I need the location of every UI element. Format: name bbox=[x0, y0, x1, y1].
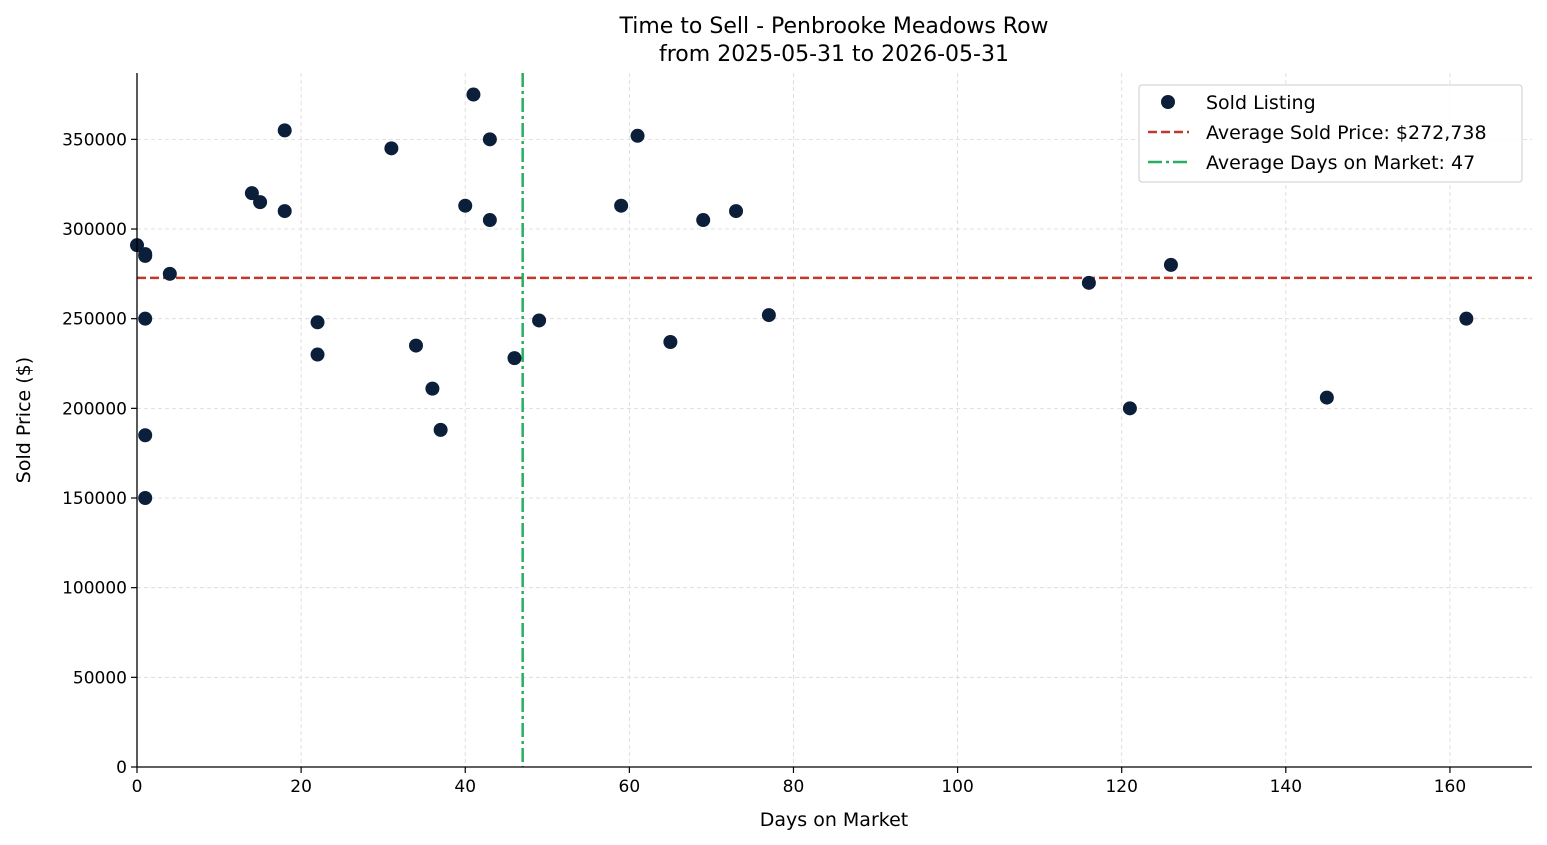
x-tick-label: 100 bbox=[941, 777, 973, 797]
data-point bbox=[663, 334, 678, 349]
chart-title: Time to Sell - Penbrooke Meadows Row bbox=[618, 14, 1048, 39]
data-point bbox=[162, 266, 177, 281]
x-tick-label: 160 bbox=[1434, 777, 1466, 797]
data-point bbox=[729, 204, 744, 219]
axes bbox=[136, 73, 1532, 768]
x-tick-label: 140 bbox=[1270, 777, 1302, 797]
legend-marker-sold-listing bbox=[1161, 95, 1175, 109]
y-tick-label: 250000 bbox=[62, 310, 127, 330]
data-point bbox=[1081, 275, 1096, 290]
legend-label-average-price: Average Sold Price: $272,738 bbox=[1206, 122, 1487, 144]
data-point bbox=[138, 491, 153, 506]
legend-label-average-days: Average Days on Market: 47 bbox=[1206, 152, 1475, 174]
x-tick-label: 80 bbox=[783, 777, 805, 797]
chart-subtitle: from 2025-05-31 to 2026-05-31 bbox=[659, 42, 1009, 67]
x-ticks: 0 20 40 60 80 100 120 140 160 bbox=[132, 767, 1466, 797]
x-axis-label: Days on Market bbox=[760, 809, 908, 831]
legend-label-sold-listing: Sold Listing bbox=[1206, 92, 1316, 114]
data-point bbox=[310, 347, 325, 362]
data-point bbox=[614, 198, 629, 213]
y-tick-label: 300000 bbox=[62, 220, 127, 240]
data-point bbox=[253, 195, 268, 210]
y-tick-label: 0 bbox=[116, 758, 127, 778]
data-point bbox=[532, 313, 547, 328]
x-tick-label: 120 bbox=[1105, 777, 1137, 797]
data-point bbox=[507, 351, 522, 366]
data-point bbox=[1122, 401, 1137, 416]
data-point bbox=[310, 315, 325, 330]
data-point bbox=[277, 204, 292, 219]
data-point bbox=[466, 87, 481, 102]
data-point bbox=[384, 141, 399, 156]
data-point bbox=[138, 428, 153, 443]
legend: Sold Listing Average Sold Price: $272,73… bbox=[1138, 84, 1523, 183]
y-tick-label: 150000 bbox=[62, 489, 127, 509]
y-tick-label: 100000 bbox=[62, 579, 127, 599]
data-point bbox=[482, 213, 497, 228]
legend-box bbox=[1138, 84, 1523, 183]
data-point bbox=[138, 311, 153, 326]
data-point bbox=[138, 248, 153, 263]
x-tick-label: 40 bbox=[454, 777, 476, 797]
data-point bbox=[409, 338, 423, 353]
data-point bbox=[425, 381, 440, 396]
x-tick-label: 20 bbox=[290, 777, 312, 797]
x-tick-label: 0 bbox=[132, 777, 143, 797]
data-point bbox=[277, 123, 292, 138]
y-axis-label: Sold Price ($) bbox=[13, 357, 35, 483]
data-point bbox=[696, 213, 711, 228]
reference-lines bbox=[137, 73, 1532, 767]
data-point bbox=[482, 132, 497, 147]
data-point bbox=[1459, 311, 1474, 326]
data-point bbox=[458, 198, 473, 213]
y-tick-label: 50000 bbox=[73, 668, 127, 688]
data-point bbox=[761, 308, 776, 323]
data-point bbox=[1319, 390, 1334, 405]
data-point bbox=[1163, 257, 1178, 272]
data-point bbox=[630, 128, 645, 143]
data-point bbox=[433, 422, 448, 437]
y-tick-label: 350000 bbox=[62, 130, 127, 150]
data-point bbox=[244, 186, 259, 201]
y-tick-label: 200000 bbox=[62, 399, 127, 419]
y-ticks: 0 50000 100000 150000 200000 250000 300000 3500… bbox=[62, 130, 137, 778]
x-tick-label: 60 bbox=[619, 777, 641, 797]
